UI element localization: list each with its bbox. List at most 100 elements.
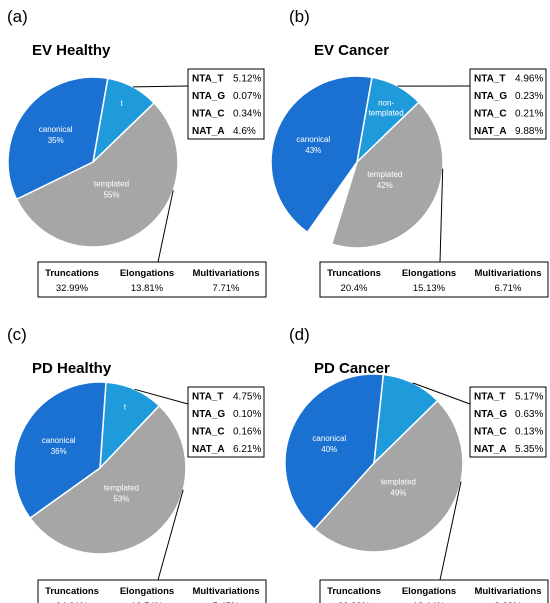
nta-value: 4.96% <box>515 74 543 85</box>
nta-key: NTA_G <box>474 91 507 102</box>
pie-slice-canonical <box>270 75 373 234</box>
panel-letter: (b) <box>289 7 310 26</box>
variation-table <box>37 579 267 603</box>
panel-title: PD Healthy <box>32 360 112 377</box>
nta-key: NTA_C <box>474 427 507 438</box>
nta-table <box>469 68 547 140</box>
slice-label-canonical: canonical <box>42 436 76 445</box>
slice-value-templated: 53% <box>113 495 129 504</box>
panel-letter: (c) <box>7 325 27 344</box>
variation-value: 13.81% <box>131 283 164 294</box>
slice-value-canonical: 40% <box>321 445 337 454</box>
slice-label-canonical: canonical <box>312 434 346 443</box>
nta-key: NAT_A <box>474 444 507 455</box>
slice-value-templated: 55% <box>103 191 119 200</box>
variation-header: Multivariations <box>474 586 541 597</box>
variation-connector <box>439 168 444 263</box>
slice-value-canonical: 35% <box>48 136 64 145</box>
variation-header: Truncations <box>45 586 99 597</box>
variation-header: Elongations <box>402 268 456 279</box>
nta-value: 0.23% <box>515 91 543 102</box>
pie-slice-canonical <box>7 76 109 201</box>
nta-table <box>187 386 265 458</box>
variation-header: Elongations <box>120 586 174 597</box>
slice-label-canonical: canonical <box>296 135 330 144</box>
panel-title: PD Cancer <box>314 360 390 377</box>
variation-connector <box>439 481 462 581</box>
nta-value: 5.35% <box>515 444 543 455</box>
panel-title: EV Healthy <box>32 42 111 59</box>
panel-letter: (a) <box>7 7 28 26</box>
nta-key: NTA_T <box>192 74 223 85</box>
variation-table <box>319 261 549 298</box>
variation-header: Multivariations <box>192 268 259 279</box>
variation-value: 18.14% <box>413 601 446 603</box>
variation-value: 7.71% <box>213 283 240 294</box>
nta-value: 0.63% <box>515 409 543 420</box>
nta-connector <box>412 382 471 405</box>
pie-slice-templated <box>29 404 187 555</box>
nta-key: NTA_C <box>474 109 507 120</box>
pie-slice-templated <box>313 399 464 553</box>
nta-table <box>187 68 265 140</box>
pie <box>284 373 464 553</box>
nta-key: NTA_C <box>192 427 225 438</box>
chart-panel-4: (d)PD Cancer templated 49% canonical 40% NTA_… <box>284 325 549 603</box>
chart-panel-2: (b)EV Cancernon-templatedtemplated42%can… <box>270 7 549 298</box>
nta-value: 0.07% <box>233 91 261 102</box>
pie <box>270 75 444 249</box>
pie-slice-canonical <box>284 373 385 531</box>
nta-value: 6.21% <box>233 444 261 455</box>
nta-value: 0.16% <box>233 427 261 438</box>
slice-label-non-templated: non-templated <box>369 98 404 117</box>
variation-header: Truncations <box>45 268 99 279</box>
nta-key: NTA_T <box>192 392 223 403</box>
nta-key: NTA_C <box>192 109 225 120</box>
slice-label-non-templated: t <box>121 99 124 108</box>
chart-panel-1: (a)EV Healthy t templated 55% canonical 35% NT… <box>7 7 267 298</box>
variation-header: Elongations <box>402 586 456 597</box>
pie <box>13 381 187 555</box>
variation-header: Multivariations <box>474 268 541 279</box>
variation-value: 32.99% <box>56 283 89 294</box>
slice-value-canonical: 36% <box>51 447 67 456</box>
nta-value: 0.13% <box>515 427 543 438</box>
nta-table <box>469 386 547 458</box>
slice-label-non-templated: t <box>124 402 127 411</box>
slice-label-templated: templated <box>94 180 129 189</box>
pie-slice-templated <box>330 101 444 249</box>
nta-value: 0.34% <box>233 109 261 120</box>
slice-label-canonical: canonical <box>39 125 73 134</box>
nta-value: 0.10% <box>233 409 261 420</box>
variation-value: 6.71% <box>495 283 522 294</box>
pie <box>7 76 179 248</box>
variation-header: Multivariations <box>192 586 259 597</box>
slice-label-templated: templated <box>381 477 416 486</box>
nta-value: 9.88% <box>515 126 543 137</box>
variation-header: Truncations <box>327 268 381 279</box>
nta-value: 0.21% <box>515 109 543 120</box>
pie-slice-templated <box>15 101 179 248</box>
slice-value-templated: 49% <box>390 488 406 497</box>
panel-letter: (d) <box>289 325 310 344</box>
slice-label-part: templated <box>369 108 404 117</box>
nta-key: NAT_A <box>192 126 225 137</box>
variation-value: 12.54% <box>131 601 164 603</box>
nta-key: NAT_A <box>192 444 225 455</box>
slice-value-canonical: 43% <box>305 146 321 155</box>
variation-value: 22.32% <box>338 601 371 603</box>
nta-value: 5.12% <box>233 74 261 85</box>
slice-label-part: non- <box>378 98 394 107</box>
nta-key: NTA_T <box>474 392 505 403</box>
variation-value: 20.4% <box>341 283 368 294</box>
variation-table <box>319 579 549 603</box>
nta-value: 4.6% <box>233 126 256 137</box>
nta-key: NAT_A <box>474 126 507 137</box>
variation-header: Elongations <box>120 268 174 279</box>
panel-title: EV Cancer <box>314 42 389 59</box>
variation-header: Truncations <box>327 586 381 597</box>
variation-connector <box>157 489 184 581</box>
nta-value: 5.17% <box>515 392 543 403</box>
pie-slice-canonical <box>13 381 107 520</box>
